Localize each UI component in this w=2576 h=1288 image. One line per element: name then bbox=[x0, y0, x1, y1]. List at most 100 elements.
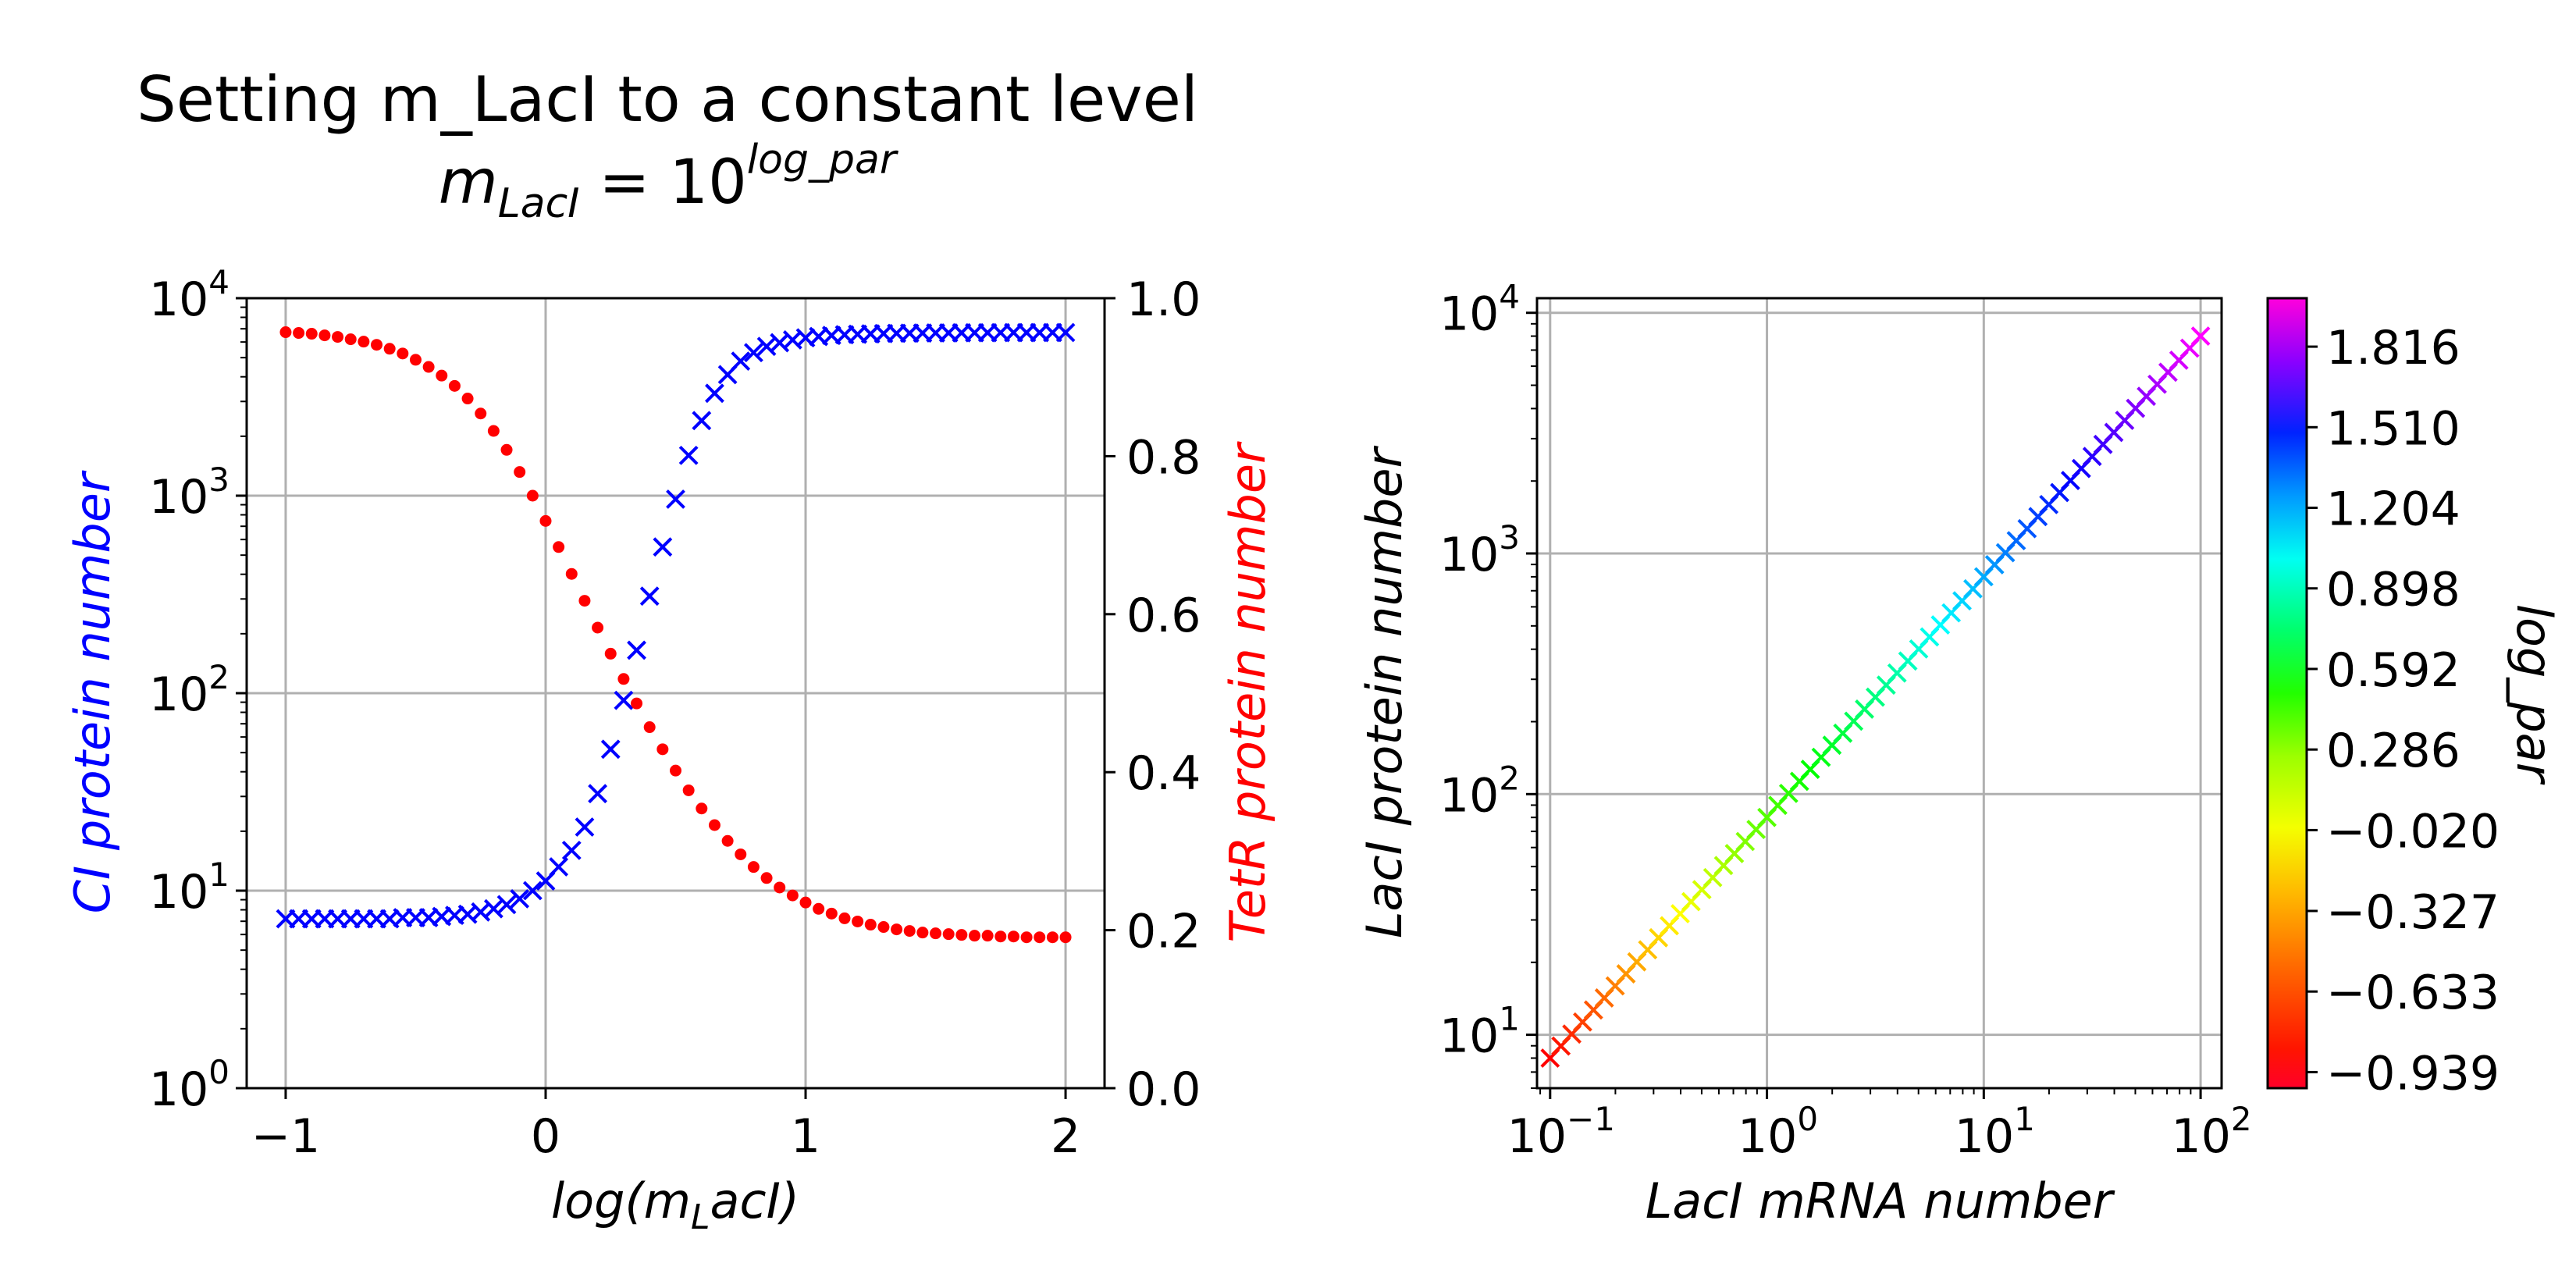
right-gridlines bbox=[1537, 298, 2222, 1088]
ci-point-stroke-b bbox=[678, 445, 699, 465]
tetr-point bbox=[397, 347, 409, 360]
ci-point-stroke-b bbox=[627, 640, 646, 660]
right-ytick-label-1-exp: 2 bbox=[1499, 759, 1520, 797]
tetr-point bbox=[864, 919, 877, 931]
right-xtick-label-3: 102 bbox=[2172, 1100, 2252, 1164]
right-ytick-label-2-exp: 3 bbox=[1499, 518, 1520, 557]
ci-point-stroke-b bbox=[471, 902, 491, 922]
tetr-point bbox=[968, 930, 980, 942]
colorbar-tick-label-8: 1.510 bbox=[2326, 401, 2460, 456]
tetr-point bbox=[891, 923, 903, 936]
tetr-point bbox=[786, 889, 799, 902]
right-xtick-label-1: 100 bbox=[1738, 1100, 1818, 1164]
left-ytick-label-3: 103 bbox=[149, 461, 229, 525]
colorbar-tick-label-1: −0.633 bbox=[2326, 966, 2500, 1020]
left-gridlines bbox=[247, 298, 1105, 1088]
ci-point bbox=[522, 881, 543, 901]
tetr-point bbox=[578, 595, 591, 607]
tetr-point bbox=[1046, 931, 1059, 944]
ci-point-stroke-b bbox=[432, 906, 452, 927]
colorbar-tick-label-5: 0.592 bbox=[2326, 643, 2460, 698]
ci-point bbox=[510, 888, 530, 909]
tetr-point bbox=[371, 339, 383, 351]
right-xtick-label-2: 101 bbox=[1955, 1100, 2035, 1164]
ci-point-stroke-b bbox=[445, 906, 464, 926]
ci-point-stroke-b bbox=[705, 383, 724, 404]
tetr-point bbox=[279, 326, 292, 339]
right-y-ticks: 0.0 0.2 0.4 0.6 0.8 1.0 bbox=[1105, 272, 1201, 1117]
tetr-point bbox=[293, 327, 305, 340]
tetr-point bbox=[930, 927, 942, 940]
right-xtick-label-0-base: 10 bbox=[1507, 1109, 1567, 1164]
right-ytick-label-0: 0.0 bbox=[1126, 1062, 1201, 1117]
right-ytick-label-0-exp: 1 bbox=[1499, 1000, 1520, 1038]
colorbar-tick-label-7: 1.204 bbox=[2326, 482, 2460, 537]
right-ytick-label-1-base: 10 bbox=[1439, 768, 1499, 823]
right-ytick-label-0-base: 10 bbox=[1439, 1009, 1499, 1064]
ci-point-stroke-b bbox=[666, 489, 685, 509]
left-ytick-label-1-base: 10 bbox=[149, 865, 208, 920]
formula-m: m bbox=[439, 148, 498, 218]
colorbar-label: log_par bbox=[2506, 604, 2563, 785]
tetr-point bbox=[735, 848, 747, 860]
tetr-point bbox=[760, 872, 773, 884]
right-xtick-label-0: 10−1 bbox=[1507, 1100, 1615, 1164]
left-x-axis-label: log(mLacI) bbox=[551, 1172, 799, 1237]
title-formula: mLacI = 10log_par bbox=[439, 137, 899, 227]
ci-point bbox=[627, 640, 646, 660]
left-data-points bbox=[276, 322, 1076, 944]
ci-point-stroke-b bbox=[418, 908, 439, 927]
xlabel-main: log(m bbox=[551, 1172, 691, 1229]
ci-point bbox=[731, 351, 751, 372]
tetr-point bbox=[475, 407, 487, 420]
left-ytick-label-3-base: 10 bbox=[149, 470, 208, 525]
tetr-point bbox=[1007, 930, 1019, 943]
left-ytick-label-0: 100 bbox=[149, 1053, 229, 1117]
right-x-ticks: 10−1 100 101 102 bbox=[1507, 1088, 2252, 1164]
colorbar-tick-label-3: −0.020 bbox=[2326, 804, 2500, 859]
tetr-point bbox=[617, 673, 630, 685]
ci-point bbox=[588, 784, 608, 804]
right-plot-frame bbox=[1535, 297, 2223, 1090]
right-data-points bbox=[1540, 326, 2211, 1068]
right-ytick-label-0: 101 bbox=[1439, 1000, 1520, 1064]
ci-point bbox=[549, 857, 569, 877]
colorbar-gradient bbox=[2268, 298, 2307, 1088]
left-ytick-label-2-exp: 2 bbox=[208, 658, 229, 696]
ci-point-stroke-b bbox=[522, 881, 543, 901]
ci-point-stroke-b bbox=[614, 690, 634, 710]
left-ytick-label-2-base: 10 bbox=[149, 667, 208, 722]
ci-point-stroke-b bbox=[770, 333, 790, 353]
tetr-point bbox=[942, 928, 955, 941]
tetr-point bbox=[631, 697, 643, 710]
title-line1: Setting m_LacI to a constant level bbox=[137, 63, 1198, 136]
colorbar-frame bbox=[2266, 297, 2308, 1090]
left-xtick-label-2: 1 bbox=[791, 1109, 820, 1164]
ci-point-stroke-b bbox=[639, 586, 660, 607]
left-ytick-label-1-exp: 1 bbox=[208, 856, 229, 894]
tetr-point bbox=[526, 489, 539, 502]
ci-point-stroke-b bbox=[496, 895, 517, 915]
left-ytick-label-0-exp: 0 bbox=[208, 1053, 229, 1091]
ci-point-stroke-b bbox=[549, 857, 569, 877]
ci-point bbox=[705, 383, 724, 404]
left-y-axis-label: CI protein number bbox=[64, 470, 121, 913]
right-ytick-label-3: 104 bbox=[1439, 278, 1520, 342]
tetr-point bbox=[670, 764, 681, 777]
right-ytick-label-2: 0.4 bbox=[1126, 746, 1201, 801]
tetr-point bbox=[344, 333, 357, 346]
ci-point bbox=[639, 586, 660, 607]
ci-point bbox=[678, 445, 699, 465]
ci-point-stroke-b bbox=[692, 411, 712, 431]
colorbar-ticks: −0.939 −0.633 −0.327 −0.020 0.286 0.592 0.898 1… bbox=[2307, 321, 2500, 1101]
ci-point bbox=[614, 690, 634, 710]
tetr-point bbox=[852, 915, 864, 927]
tetr-point bbox=[877, 921, 890, 934]
left-ytick-label-2: 102 bbox=[149, 658, 229, 722]
right-ytick-label-3: 0.6 bbox=[1126, 589, 1201, 643]
laci-point-stroke-b bbox=[2190, 326, 2211, 347]
tetr-point bbox=[422, 361, 435, 373]
